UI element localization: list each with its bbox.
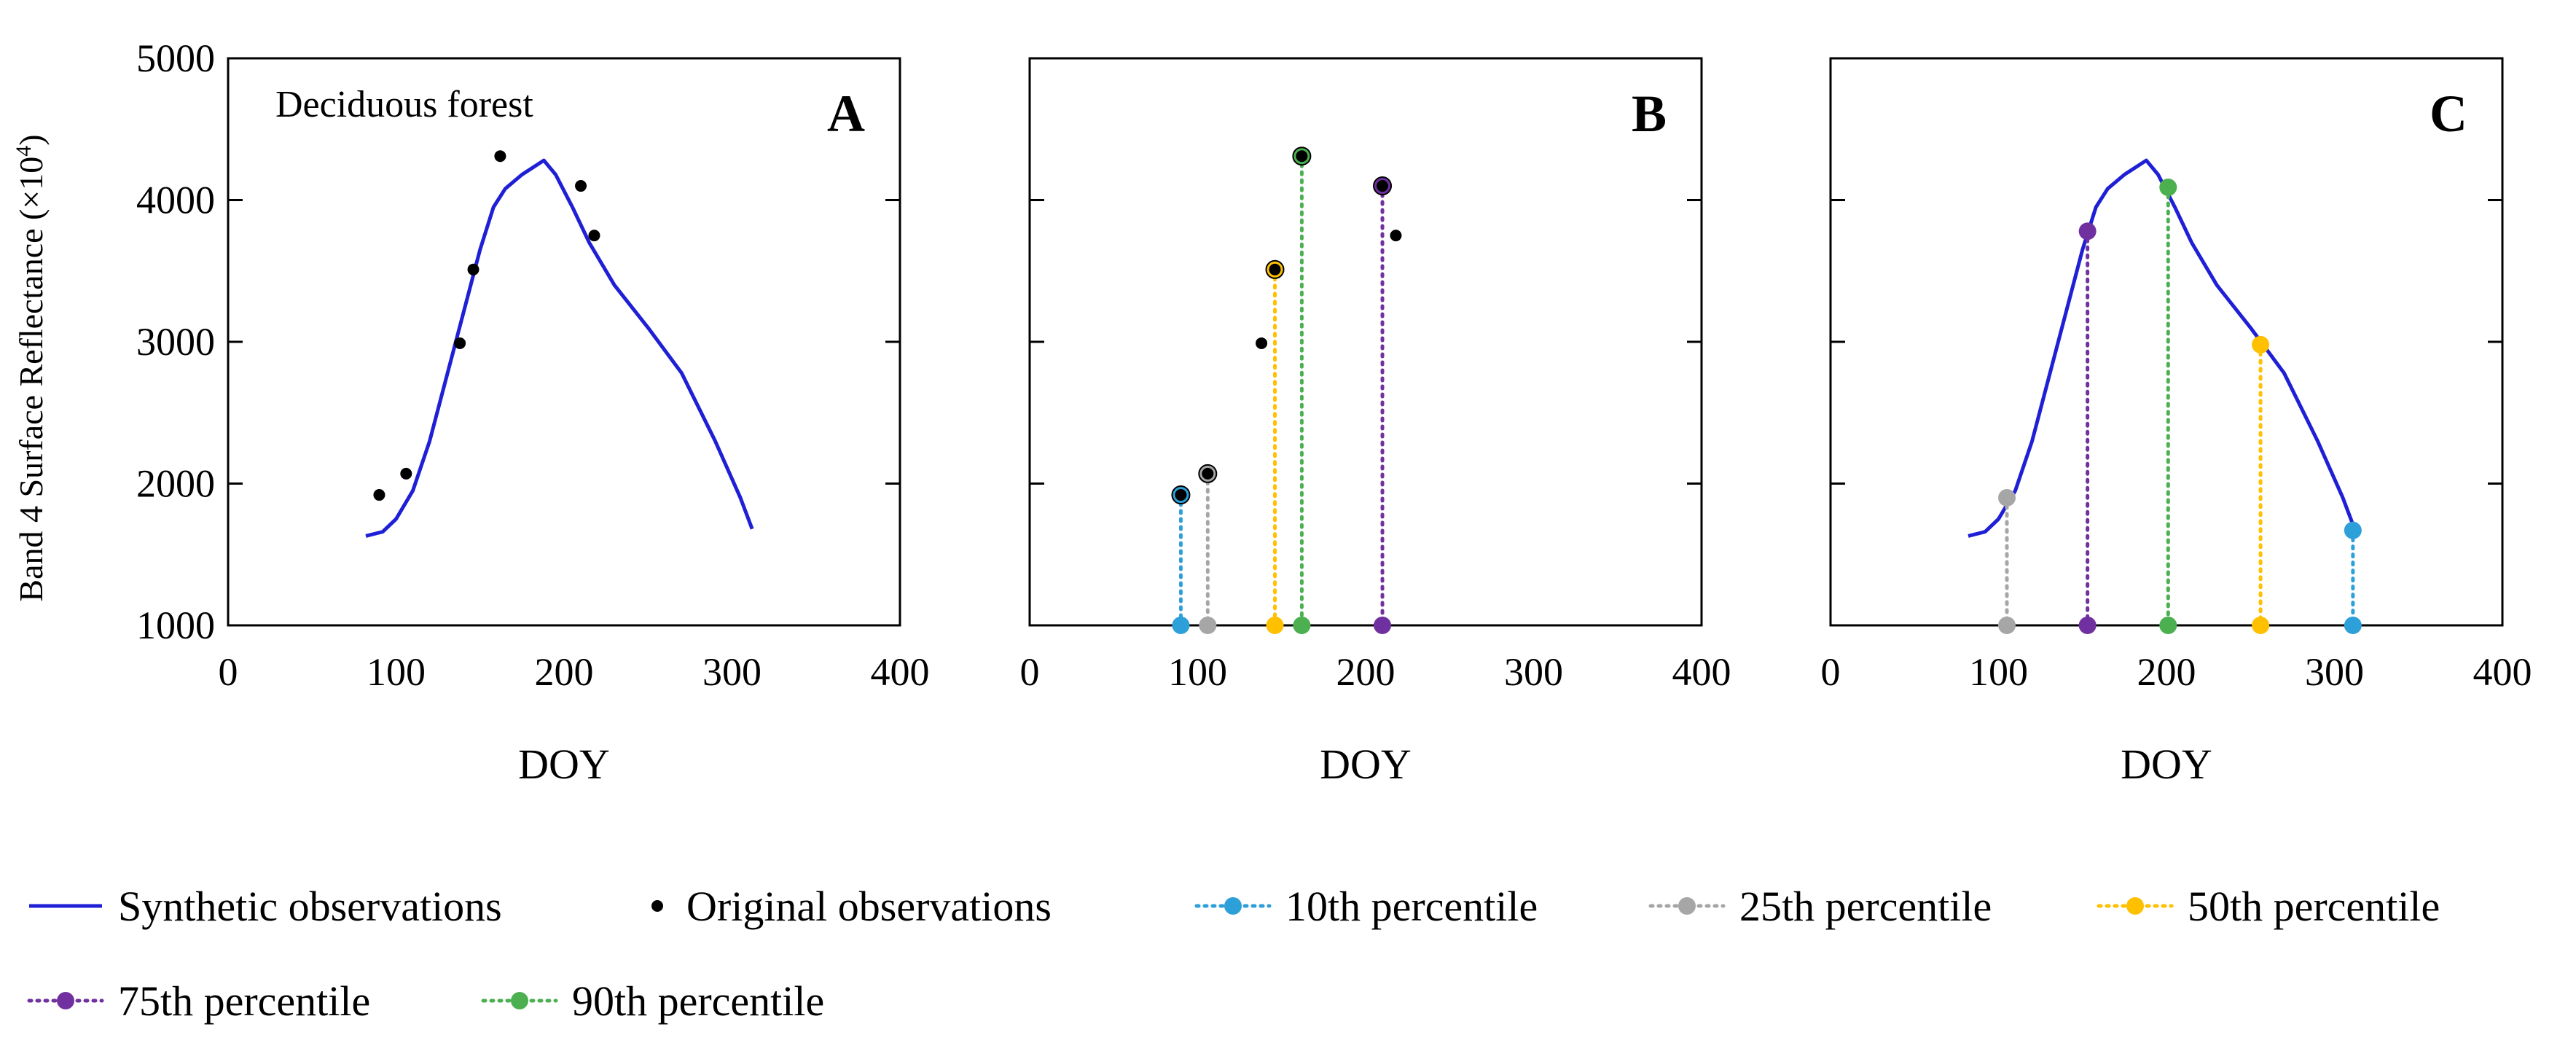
x-tick-label: 100: [1969, 650, 2028, 694]
original-observation-point: [1377, 180, 1389, 192]
marker-base-p10: [2344, 617, 2362, 634]
original-observation-point: [1202, 467, 1214, 480]
x-tick-label: 200: [535, 650, 594, 694]
panel-a: 1000 2000 3000 4000 5000 0 100 200 300 400 DOY A Dec…: [136, 36, 930, 788]
x-axis-title: DOY: [2121, 740, 2212, 788]
legend-item-synthetic: Synthetic observations: [29, 883, 502, 930]
original-observation-point: [588, 230, 600, 242]
legend: Synthetic observations Original observati…: [27, 883, 2440, 1025]
original-observation-point: [575, 180, 587, 192]
legend-label: 50th percentile: [2188, 883, 2440, 930]
original-observation-point: [494, 150, 506, 163]
legend-item-p90: 90th percentile: [481, 977, 824, 1025]
marker-base-p75: [1374, 617, 1392, 634]
original-observation-point: [1269, 263, 1281, 276]
x-tick-label: 400: [2473, 650, 2532, 694]
legend-item-p75: 75th percentile: [27, 977, 370, 1025]
legend-label: 10th percentile: [1285, 883, 1538, 930]
panel-letter: B: [1632, 85, 1667, 143]
legend-label: Synthetic observations: [118, 883, 502, 930]
legend-swatch-dot: [1678, 897, 1696, 915]
legend-label: 90th percentile: [572, 977, 824, 1025]
legend-item-p50: 50th percentile: [2097, 883, 2440, 930]
y-tick-label: 4000: [136, 179, 215, 222]
panel-annotation: Deciduous forest: [275, 84, 533, 125]
x-tick-label: 200: [2137, 650, 2196, 694]
y-tick-label: 5000: [136, 36, 215, 80]
marker-point-p50: [2252, 335, 2270, 353]
legend-label: Original observations: [686, 883, 1052, 930]
plot-frame: [227, 57, 901, 627]
y-tick-label: 2000: [136, 462, 215, 506]
legend-swatch-dot: [511, 992, 528, 1009]
marker-base-p90: [2159, 617, 2177, 634]
panel-c: 0 100 200 300 400 DOY C: [1821, 57, 2532, 788]
panel-letter: C: [2430, 85, 2467, 143]
original-observation-point: [467, 263, 479, 276]
legend-item-p25: 25th percentile: [1648, 883, 1992, 930]
y-axis-title: Band 4 Surface Reflectance (×104): [12, 134, 50, 601]
marker-base-p10: [1172, 617, 1190, 634]
x-tick-label: 300: [1504, 650, 1563, 694]
legend-swatch-dot: [651, 900, 663, 912]
x-tick-label: 0: [1821, 650, 1841, 694]
legend-swatch-dot: [1224, 897, 1242, 915]
synthetic-curve: [1968, 158, 2357, 538]
marker-point-p90: [2159, 178, 2177, 196]
legend-swatch-dot: [57, 992, 74, 1009]
marker-point-p75: [2078, 222, 2097, 241]
marker-base-p25: [1998, 617, 2016, 634]
x-axis-title: DOY: [518, 740, 610, 788]
marker-base-p50: [1266, 617, 1284, 634]
x-tick-label: 300: [702, 650, 762, 694]
original-observation-point: [1296, 150, 1308, 163]
panel-b: 0 100 200 300 400 DOY B: [1020, 57, 1731, 788]
y-tick-label: 1000: [136, 603, 215, 647]
marker-base-p75: [2078, 617, 2097, 634]
legend-swatch-dot: [2126, 897, 2144, 915]
x-tick-label: 400: [871, 650, 930, 694]
marker-point-p10: [2344, 521, 2362, 539]
x-tick-label: 200: [1336, 650, 1395, 694]
legend-label: 25th percentile: [1739, 883, 1992, 930]
original-observation-point: [1256, 337, 1268, 349]
x-tick-label: 0: [1020, 650, 1040, 694]
x-tick-label: 400: [1672, 650, 1731, 694]
original-observation-point: [400, 467, 412, 480]
original-observation-point: [1390, 230, 1402, 242]
legend-item-original: Original observations: [651, 883, 1052, 930]
x-tick-label: 0: [219, 650, 238, 694]
x-tick-label: 100: [367, 650, 426, 694]
x-tick-label: 300: [2305, 650, 2364, 694]
marker-base-p25: [1199, 617, 1217, 634]
original-observation-point: [1175, 489, 1187, 501]
marker-base-p90: [1293, 617, 1311, 634]
marker-base-p50: [2252, 617, 2270, 634]
original-observation-point: [454, 337, 466, 349]
original-observation-point: [373, 489, 385, 501]
synthetic-curve: [365, 158, 754, 538]
legend-item-p10: 10th percentile: [1194, 883, 1538, 930]
marker-point-p25: [1998, 488, 2016, 507]
legend-label: 75th percentile: [118, 977, 370, 1025]
x-tick-label: 100: [1168, 650, 1227, 694]
plot-frame: [1028, 57, 1703, 627]
panel-letter: A: [827, 85, 865, 143]
x-axis-title: DOY: [1320, 740, 1412, 788]
y-tick-label: 3000: [136, 320, 215, 364]
